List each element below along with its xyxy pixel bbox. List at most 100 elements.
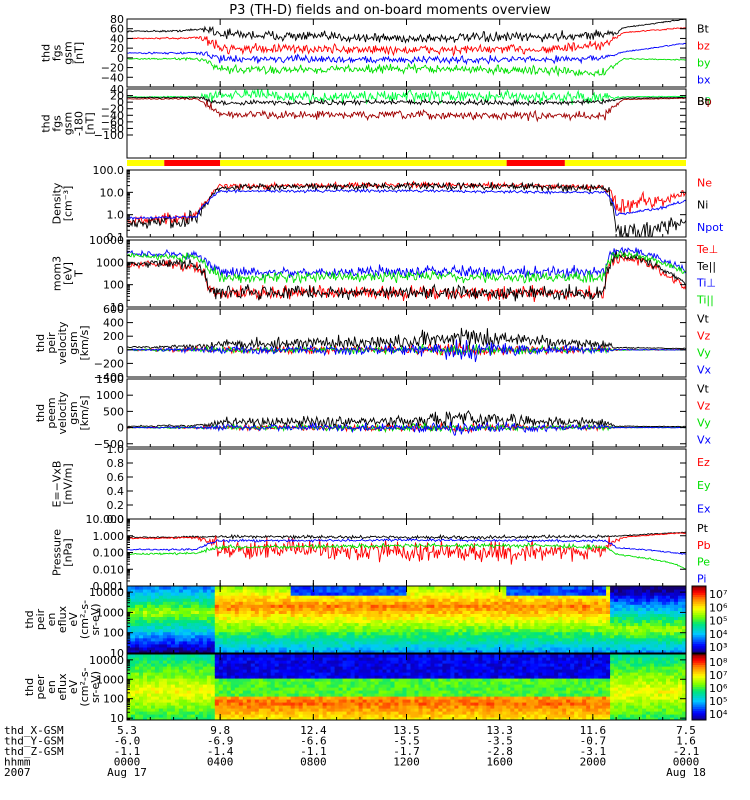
- spectrogram-cell: [506, 616, 511, 621]
- spectrogram-cell: [594, 601, 599, 605]
- spectrogram-cell: [143, 705, 148, 709]
- spectrogram-cell: [262, 586, 268, 590]
- spectrogram-cell: [282, 675, 288, 679]
- spectrogram-cell: [154, 711, 160, 715]
- spectrogram-cell: [394, 616, 400, 621]
- spectrogram-cell: [258, 650, 264, 653]
- spectrogram-cell: [182, 690, 188, 694]
- spectrogram-cell: [226, 604, 232, 608]
- spectrogram-cell: [374, 589, 380, 593]
- legend-Vt: Vt: [697, 382, 710, 395]
- spectrogram-cell: [486, 643, 491, 648]
- spectrogram-cell: [682, 586, 686, 590]
- spectrogram-cell: [298, 625, 304, 630]
- spectrogram-cell: [382, 586, 388, 590]
- spectrogram-cell: [674, 622, 679, 627]
- spectrogram-cell: [486, 598, 491, 602]
- spectrogram-cell: [234, 640, 240, 645]
- spectrogram-cell: [586, 634, 591, 639]
- spectrogram-cell: [438, 589, 443, 593]
- spectrogram-cell: [190, 699, 196, 703]
- legend-Ti||: Ti||: [696, 293, 714, 306]
- spectrogram-cell: [458, 625, 463, 630]
- spectrogram-cell: [562, 604, 567, 608]
- spectrogram-cell: [674, 640, 679, 645]
- spectrogram-cell: [190, 589, 196, 593]
- spectrogram-cell: [518, 592, 523, 596]
- spectrogram-cell: [206, 616, 212, 621]
- spectrogram-cell: [226, 717, 232, 720]
- spectrogram-cell: [290, 650, 296, 653]
- spectrogram-cell: [262, 693, 268, 697]
- spectrogram-cell: [174, 702, 180, 706]
- spectrogram-cell: [318, 657, 324, 661]
- spectrogram-cell: [638, 601, 643, 605]
- spectrogram-cell: [198, 634, 204, 639]
- spectrogram-cell: [234, 634, 240, 639]
- y-axis-label-line: thd: [40, 44, 53, 62]
- spectrogram-cell: [162, 693, 168, 697]
- spectrogram-cell: [322, 619, 328, 624]
- spectrogram-cell: [490, 613, 495, 617]
- spectrogram-cell: [458, 607, 463, 611]
- spectrogram-cell: [270, 650, 276, 653]
- spectrogram-cell: [398, 622, 404, 627]
- spectrogram-cell: [634, 589, 639, 593]
- spectrogram-cell: [414, 631, 420, 636]
- spectrogram-cell: [334, 625, 340, 630]
- spectrogram-cell: [135, 628, 140, 633]
- spectrogram-cell: [378, 643, 384, 648]
- spectrogram-cell: [238, 678, 244, 682]
- spectrogram-cell: [170, 702, 176, 706]
- spectrogram-cell: [250, 699, 256, 703]
- colorbar-step: [692, 597, 706, 600]
- spectrogram-cell: [394, 631, 400, 636]
- y-tick-label: 10: [110, 647, 124, 660]
- spectrogram-cell: [139, 604, 144, 608]
- spectrogram-cell: [234, 711, 240, 715]
- spectrogram-cell: [470, 646, 475, 651]
- spectrogram-cell: [178, 613, 184, 617]
- spectrogram-cell: [402, 592, 408, 596]
- spectrogram-cell: [466, 640, 471, 645]
- spectrogram-cell: [394, 610, 400, 614]
- spectrogram-cell: [198, 625, 204, 630]
- spectrogram-cell: [402, 598, 408, 602]
- spectrogram-cell: [226, 601, 232, 605]
- spectrogram-cell: [198, 666, 204, 670]
- spectrogram-cell: [570, 610, 575, 614]
- spectrogram-cell: [530, 640, 535, 645]
- spectrogram-cell: [410, 598, 416, 602]
- spectrogram-cell: [274, 678, 280, 682]
- spectrogram-cell: [410, 607, 416, 611]
- spectrogram-cell: [582, 589, 587, 593]
- spectrogram-cell: [426, 604, 432, 608]
- spectrogram-cell: [206, 650, 212, 653]
- spectrogram-cell: [618, 601, 623, 605]
- spectrogram-cell: [410, 643, 416, 648]
- spectrogram-cell: [510, 595, 515, 599]
- spectrogram-cell: [362, 625, 368, 630]
- spectrogram-cell: [318, 607, 324, 611]
- spectrogram-cell: [402, 650, 408, 653]
- spectrogram-cell: [430, 628, 436, 633]
- spectrogram-cell: [326, 702, 332, 706]
- spectrogram-cell: [550, 643, 555, 648]
- spectrogram-cell: [350, 604, 356, 608]
- y-axis-label-line: thd: [34, 404, 47, 422]
- spectrogram-cell: [626, 643, 631, 648]
- spectrogram-cell: [286, 669, 292, 673]
- spectrogram-cell: [502, 616, 507, 621]
- spectrogram-cell: [306, 586, 312, 590]
- spectrogram-cell: [350, 640, 356, 645]
- spectrogram-cell: [326, 628, 332, 633]
- spectrogram-cell: [230, 598, 236, 602]
- spectrogram-cell: [170, 714, 176, 718]
- y-tick-label: 20: [110, 42, 124, 55]
- spectrogram-cell: [131, 657, 136, 661]
- spectrogram-cell: [646, 613, 651, 617]
- spectrogram-cell: [286, 601, 292, 605]
- spectrogram-cell: [230, 604, 236, 608]
- spectrogram-cell: [270, 663, 276, 667]
- spectrogram-cell: [154, 672, 160, 676]
